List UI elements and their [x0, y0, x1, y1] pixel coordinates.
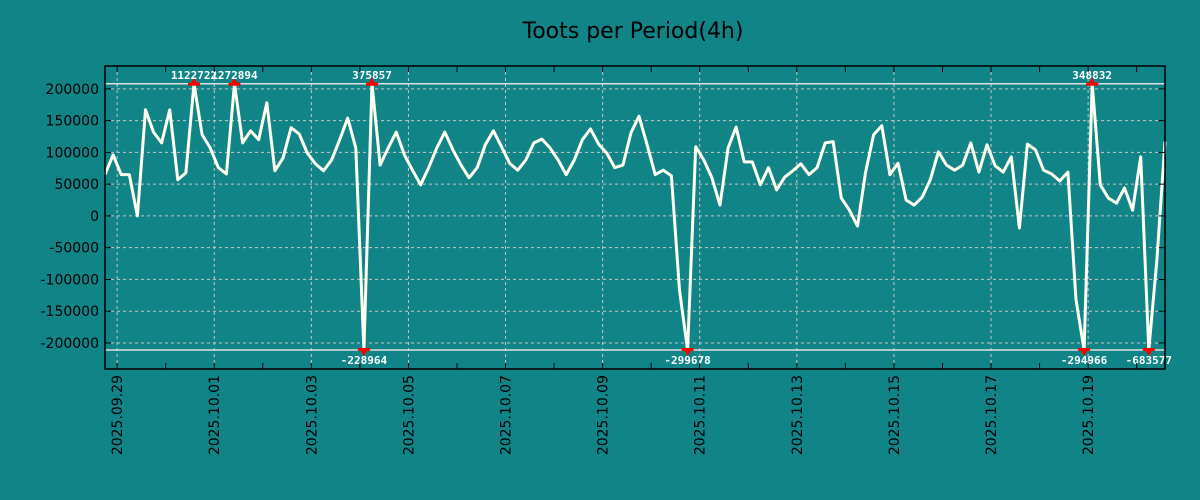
- annotation-label: 348832: [1072, 69, 1112, 82]
- annotation-label: 1122722: [171, 69, 217, 82]
- x-tick-label: 2025.09.29: [110, 375, 126, 455]
- clip-marker-up: [188, 77, 201, 86]
- clip-lines: [105, 83, 1165, 351]
- chart-title: Toots per Period(4h): [522, 19, 744, 44]
- x-axis: 2025.09.29 2025.10.01 2025.10.03 2025.10.05…: [110, 66, 1138, 455]
- clip-marker-down: [1078, 347, 1091, 356]
- x-tick-label: 2025.10.15: [887, 375, 903, 455]
- series: [103, 82, 1167, 352]
- annotation-label: -299678: [664, 354, 710, 367]
- x-tick-label: 2025.10.03: [304, 375, 320, 455]
- x-tick-label: 2025.10.19: [1081, 375, 1097, 455]
- y-tick-label: 150000: [46, 114, 99, 130]
- y-tick-label: 200000: [46, 82, 99, 98]
- grid: [105, 66, 1165, 369]
- x-tick-label: 2025.10.05: [401, 375, 417, 455]
- y-tick-label: 50000: [54, 177, 99, 193]
- x-tick-label: 2025.10.09: [596, 375, 612, 455]
- clip-marker-up: [228, 77, 241, 86]
- annotation-label: -228964: [341, 354, 388, 367]
- x-tick-label: 2025.10.07: [499, 375, 515, 455]
- x-tick-label: 2025.10.01: [207, 375, 223, 455]
- y-tick-label: -50000: [49, 241, 99, 257]
- annotation-label: 375857: [352, 69, 392, 82]
- y-tick-label: -150000: [41, 304, 100, 320]
- clip-marker-down: [681, 347, 694, 356]
- series-line: [103, 82, 1167, 352]
- y-tick-label: -200000: [41, 336, 100, 352]
- y-tick-label: 0: [90, 209, 99, 225]
- annotation-label: -683577: [1126, 354, 1172, 367]
- clip-marker-up: [366, 77, 379, 86]
- clip-marker-down: [1142, 347, 1155, 356]
- clip-marker-up: [1086, 77, 1099, 86]
- clip-marker-down: [357, 347, 370, 356]
- x-tick-label: 2025.10.17: [984, 375, 1000, 455]
- annotation-label: 1272894: [211, 69, 258, 82]
- plot-frame: [104, 65, 1166, 370]
- annotation-label: -294966: [1061, 354, 1108, 367]
- x-tick-label: 2025.10.13: [790, 375, 806, 455]
- x-tick-label: 2025.10.11: [693, 375, 709, 455]
- y-axis: -200000 -150000 -100000 -50000 0 50000 100000 1…: [41, 82, 1165, 352]
- y-tick-label: -100000: [41, 272, 100, 288]
- y-tick-label: 100000: [46, 145, 99, 161]
